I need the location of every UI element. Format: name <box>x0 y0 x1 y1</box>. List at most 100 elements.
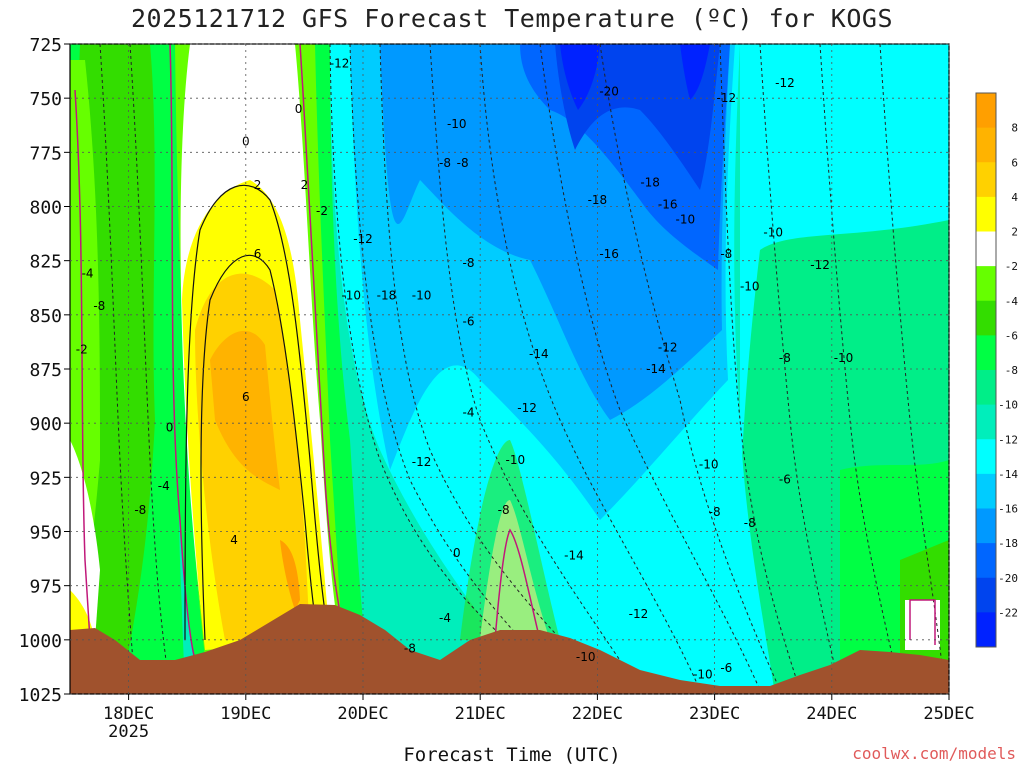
colorbar-label: 4 <box>1011 191 1018 204</box>
colorbar-label: -4 <box>1005 295 1019 308</box>
y-tick-label: 900 <box>29 414 62 435</box>
contour-label: -10 <box>412 288 432 302</box>
colorbar-label: -6 <box>1005 329 1018 342</box>
contour-label: 0 <box>295 102 303 116</box>
colorbar-label: -18 <box>998 537 1018 550</box>
colorbar-label: 2 <box>1011 226 1018 239</box>
contour-label: -4 <box>158 479 170 493</box>
contour-label: -12 <box>717 91 737 105</box>
contour-label: -6 <box>720 661 732 675</box>
contour-label: -18 <box>377 288 397 302</box>
colorbar-swatch <box>976 196 996 232</box>
contour-label: -8 <box>462 256 474 270</box>
y-tick-label: 975 <box>29 577 62 598</box>
x-tick-label: 21DEC <box>455 704 506 724</box>
contour-label: -4 <box>439 611 451 625</box>
contour-label: -4 <box>82 267 94 281</box>
y-tick-label: 775 <box>29 143 62 164</box>
contour-label: -10 <box>576 650 596 664</box>
contour-label: -8 <box>404 642 416 656</box>
contour-label: -4 <box>462 405 474 419</box>
y-tick-label: 925 <box>29 468 62 489</box>
contour-label: -10 <box>447 117 467 131</box>
contour-label: -2 <box>76 343 88 357</box>
y-tick-label: 800 <box>29 198 62 219</box>
x-tick-label: 22DEC <box>572 704 623 724</box>
y-tick-label: 850 <box>29 306 62 327</box>
colorbar-swatch <box>976 508 996 544</box>
colorbar-label: -22 <box>998 606 1018 619</box>
contour-label: -10 <box>763 226 783 240</box>
contour-label: -8 <box>720 247 732 261</box>
contour-label: -12 <box>658 340 678 354</box>
contour-label: -2 <box>316 204 328 218</box>
contour-label: -10 <box>834 351 854 365</box>
colorbar-swatch <box>976 162 996 198</box>
y-axis: 725 750 775 800 825 850 875 900 925 950 975 1000 102… <box>19 35 70 706</box>
contour-label: 0 <box>166 421 174 435</box>
contour-label: -12 <box>517 401 537 415</box>
colorbar-swatch <box>976 93 996 129</box>
colorbar-label: -14 <box>998 468 1018 481</box>
contour-label: -8 <box>134 503 146 517</box>
x-tick-label: 23DEC <box>689 704 740 724</box>
contour-label: -8 <box>744 516 756 530</box>
colorbar-swatch <box>976 127 996 163</box>
colorbar-swatch <box>976 266 996 302</box>
contour-label: -10 <box>675 213 695 227</box>
contour-label: -8 <box>779 351 791 365</box>
x-axis: 18DEC 19DEC 20DEC 21DEC 22DEC 23DEC 24DEC 25DEC… <box>103 694 975 742</box>
contour-label: -12 <box>629 607 649 621</box>
colorbar-label: 8 <box>1011 122 1018 135</box>
contour-label: -16 <box>658 197 678 211</box>
colorbar-swatch <box>976 404 996 440</box>
gridlines <box>70 43 950 695</box>
x-tick-label: 18DEC <box>103 704 154 724</box>
y-tick-label: 875 <box>29 360 62 381</box>
contour-label: -14 <box>529 347 549 361</box>
contour-label: 2 <box>254 178 262 192</box>
contour-label: -6 <box>462 314 474 328</box>
colorbar: 8 6 4 2 -2 -4 -6 -8 -10 -12 -14 -16 -18 -20 -22 <box>975 92 1019 648</box>
contour-label: -10 <box>341 288 361 302</box>
y-tick-label: 825 <box>29 252 62 273</box>
contour-label: -12 <box>412 455 432 469</box>
contour-label: 6 <box>254 247 262 261</box>
contour-label: -6 <box>779 473 791 487</box>
contour-label: -10 <box>699 457 719 471</box>
colorbar-swatch <box>976 231 996 267</box>
y-tick-label: 1000 <box>19 631 62 652</box>
contour-label: -20 <box>599 85 619 99</box>
colorbar-label: -8 <box>1005 364 1018 377</box>
colorbar-swatch <box>976 300 996 336</box>
colorbar-swatch <box>976 473 996 509</box>
colorbar-swatch <box>976 370 996 406</box>
contour-label: -8 <box>439 156 451 170</box>
x-tick-label: 20DEC <box>337 704 388 724</box>
x-tick-label: 24DEC <box>806 704 857 724</box>
contour-label: 2 <box>301 178 309 192</box>
contour-label: 0 <box>453 546 461 560</box>
colorbar-label: -16 <box>998 503 1018 516</box>
y-tick-label: 1025 <box>19 685 62 706</box>
contour-label: -8 <box>709 505 721 519</box>
contour-label: -8 <box>93 299 105 313</box>
contour-label: -14 <box>646 362 666 376</box>
contour-label: -12 <box>353 232 373 246</box>
contour-label: -16 <box>599 247 619 261</box>
colorbar-label: -10 <box>998 399 1018 412</box>
colorbar-swatch <box>976 577 996 613</box>
colorbar-swatch <box>976 439 996 475</box>
y-tick-label: 750 <box>29 89 62 110</box>
x-tick-label: 19DEC <box>220 704 271 724</box>
contour-label: 6 <box>242 390 250 404</box>
contour-label: -12 <box>810 258 830 272</box>
y-tick-label: 725 <box>29 35 62 56</box>
y-tick-label: 950 <box>29 523 62 544</box>
colorbar-swatch <box>976 612 996 648</box>
colorbar-label: 6 <box>1011 156 1018 169</box>
colorbar-label: -2 <box>1005 260 1018 273</box>
contour-label: -12 <box>330 57 350 71</box>
contour-label: -10 <box>506 453 526 467</box>
